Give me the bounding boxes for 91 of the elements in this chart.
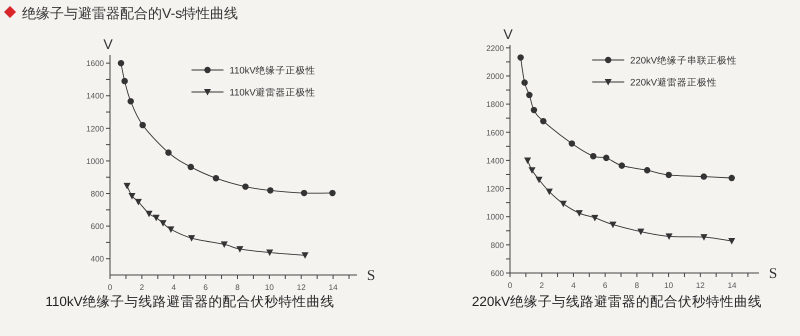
point <box>267 187 274 194</box>
y-tick-label: 1600 <box>86 59 105 68</box>
legend-label: 220kV避雷器正极性 <box>630 76 718 88</box>
x-tick-label: 4 <box>172 283 177 292</box>
x-axis-title: S <box>366 268 376 284</box>
x-tick-label: 14 <box>328 283 338 292</box>
y-tick-label: 2200 <box>486 44 505 53</box>
point <box>128 192 136 200</box>
point <box>242 183 249 190</box>
point <box>266 250 274 256</box>
point <box>188 235 196 242</box>
point <box>521 79 528 86</box>
point <box>329 190 336 196</box>
point <box>236 246 244 253</box>
legend-label: 220kV绝缘子串联正极性 <box>630 54 738 66</box>
x-tick-label: 2 <box>140 283 145 292</box>
y-axis-title: V <box>103 36 114 52</box>
point <box>568 140 576 147</box>
point <box>146 210 153 218</box>
x-tick-label: 12 <box>296 283 306 292</box>
point <box>728 238 736 245</box>
point <box>576 210 583 217</box>
x-axis-title: S <box>768 266 778 282</box>
x-tick-label: 2 <box>539 281 544 290</box>
point <box>609 222 616 228</box>
point <box>700 234 708 241</box>
y-tick-label: 1400 <box>86 92 105 101</box>
y-tick-label: 1000 <box>486 212 505 222</box>
point <box>700 173 708 180</box>
point <box>121 78 128 84</box>
point <box>591 214 598 222</box>
point <box>528 167 536 174</box>
x-tick-label: 6 <box>602 281 608 290</box>
y-tick-label: 1200 <box>86 124 105 134</box>
point <box>188 164 194 170</box>
x-tick-label: 6 <box>203 283 208 292</box>
point <box>637 228 644 236</box>
point <box>560 200 567 208</box>
text: 110kV绝缘子与线路避雷器的配合伏秒特性曲线 <box>45 294 335 309</box>
x-tick-label: 8 <box>634 281 640 290</box>
point <box>302 252 309 259</box>
point <box>517 54 524 61</box>
legend-label: 110kV避雷器正极性 <box>230 86 316 98</box>
x-tick-label: 4 <box>571 281 576 290</box>
point <box>540 118 547 124</box>
x-tick-label: 0 <box>108 283 113 292</box>
point <box>165 149 172 156</box>
point <box>536 176 543 184</box>
x-tick-label: 0 <box>508 281 513 290</box>
point <box>167 226 174 233</box>
y-axis-title: V <box>503 26 514 42</box>
point <box>644 167 650 174</box>
point <box>212 175 220 182</box>
point <box>118 60 124 66</box>
text: 220kV绝缘子与线路避雷器的配合伏秒特性曲线 <box>472 294 762 309</box>
point <box>526 92 533 98</box>
point <box>134 198 142 206</box>
x-tick-label: 12 <box>696 281 706 290</box>
point <box>524 158 532 164</box>
y-tick-label: 400 <box>90 254 105 264</box>
y-tick-label: 1000 <box>86 156 105 166</box>
y-tick-label: 1200 <box>486 184 505 194</box>
chart-title: 绝缘子与避雷器配合的V-s特性曲线 <box>22 5 238 21</box>
y-tick-label: 2000 <box>486 72 505 81</box>
point <box>546 188 553 196</box>
point <box>666 233 673 240</box>
x-tick-label: 14 <box>728 281 738 290</box>
y-tick-label: 600 <box>90 222 105 232</box>
point <box>128 98 134 104</box>
point <box>666 172 672 178</box>
point <box>590 152 596 160</box>
x-tick-label: 8 <box>235 283 240 292</box>
point <box>603 154 610 162</box>
point <box>300 190 308 196</box>
y-tick-label: 600 <box>490 269 505 278</box>
y-tick-label: 1400 <box>486 156 505 166</box>
point <box>618 162 626 169</box>
y-tick-label: 1800 <box>486 100 505 110</box>
x-tick-label: 10 <box>664 281 674 290</box>
point <box>530 106 538 114</box>
point <box>139 122 146 128</box>
point <box>160 220 167 227</box>
point <box>152 214 160 222</box>
legend-label: 110kV绝缘子正极性 <box>230 64 316 76</box>
x-tick-label: 10 <box>264 283 274 292</box>
y-tick-label: 800 <box>490 240 505 250</box>
point <box>728 174 735 182</box>
y-tick-label: 1600 <box>486 128 505 138</box>
y-tick-label: 800 <box>90 190 105 199</box>
point <box>220 241 228 248</box>
point <box>124 182 131 190</box>
